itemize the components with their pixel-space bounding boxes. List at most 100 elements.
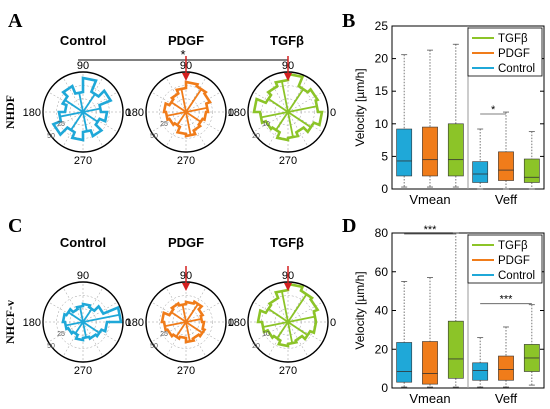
title-c-pdgf: PDGF xyxy=(168,235,204,250)
legend-label-2: Control xyxy=(498,270,535,282)
rose-spoke xyxy=(280,80,289,113)
rose-spoke xyxy=(280,290,289,323)
rose-spoke xyxy=(260,111,289,119)
polar-a-tgfb: 9027018001020 xyxy=(228,56,336,167)
angle-270-label: 270 xyxy=(279,365,297,377)
polar-grid-spoke xyxy=(185,111,221,133)
rose-spoke xyxy=(74,321,84,335)
rose-spoke xyxy=(276,321,289,340)
polar-grid-spoke xyxy=(287,77,309,113)
polar-c-tgfb: 9027018001020 xyxy=(228,266,336,377)
angle-180-label: 180 xyxy=(126,317,144,329)
box-vmean-tgfb xyxy=(447,320,464,379)
box-veff-pdgf xyxy=(498,355,514,381)
panel-letter-a: A xyxy=(8,10,23,32)
rose-spoke xyxy=(176,111,187,126)
polar-grid-spoke xyxy=(48,111,84,133)
rose-spoke xyxy=(82,313,121,323)
polar-grid-spoke xyxy=(82,111,104,147)
polar-grid-spoke xyxy=(287,111,323,133)
rose-spoke xyxy=(287,88,305,113)
rose-spoke xyxy=(185,317,202,323)
y-axis-label: Velocity [µm/h] xyxy=(353,271,367,349)
angle-270-label: 270 xyxy=(74,155,92,167)
boxplot-b: 0 5 10 15 20 25 Velocity [µm/h] Vmean Veff * TGFβ P… xyxy=(353,19,545,207)
polar-grid-spoke xyxy=(253,321,289,343)
rose-spoke xyxy=(67,311,84,323)
sig-label-veff: * xyxy=(491,104,496,116)
angle-180-label: 180 xyxy=(23,317,41,329)
title-a-tgfb: TGFβ xyxy=(270,33,304,48)
polar-grid-spoke xyxy=(48,301,84,323)
polar-grid-spoke xyxy=(185,321,207,357)
y-tick-label: 5 xyxy=(381,149,388,163)
box-vmean-pdgf xyxy=(422,126,438,177)
polar-grid-spoke xyxy=(253,111,289,133)
group-label-vmean: Vmean xyxy=(409,391,450,406)
rose-spoke xyxy=(82,107,101,113)
polar-grid-ring xyxy=(261,295,315,349)
title-a-pdgf: PDGF xyxy=(168,33,204,48)
angle-180-label: 180 xyxy=(126,107,144,119)
y-tick-label: 60 xyxy=(375,265,389,279)
angle-0-label: 0 xyxy=(125,107,131,119)
rose-spoke xyxy=(287,321,309,337)
polar-grid-spoke xyxy=(82,91,118,113)
polar-outer-circle xyxy=(42,281,124,363)
rose-spoke xyxy=(275,111,289,131)
radial-tick-label: 20 xyxy=(252,343,260,350)
rose-spoke xyxy=(59,111,84,118)
rose-spoke xyxy=(164,321,187,328)
group-label-veff: Veff xyxy=(495,192,518,207)
rose-spoke xyxy=(181,304,187,323)
polar-grid-spoke xyxy=(82,287,104,323)
boxplot-d: 0 20 40 60 80 Velocity [µm/h] Vmean Veff *** *** T… xyxy=(353,224,545,406)
radial-tick-label: 10 xyxy=(262,331,270,338)
rose-spoke xyxy=(78,306,84,323)
radial-tick-label: 50 xyxy=(47,343,55,350)
radial-tick-label: 20 xyxy=(252,133,260,140)
y-tick-label: 10 xyxy=(375,117,389,131)
angle-270-label: 270 xyxy=(74,365,92,377)
rose-c-pdgf xyxy=(160,299,207,344)
radial-tick-label: 50 xyxy=(47,133,55,140)
group-label-vmean: Vmean xyxy=(409,192,450,207)
row-label-nhdf: NHDF xyxy=(3,95,17,129)
box-vmean-control xyxy=(396,128,413,177)
rose-spoke xyxy=(185,88,203,113)
radial-tick-label: 50 xyxy=(150,343,158,350)
direction-arrow-head xyxy=(284,73,292,81)
rose-spoke xyxy=(82,321,101,334)
polar-grid-spoke xyxy=(151,111,187,133)
polar-grid-spoke xyxy=(48,91,84,113)
radial-tick-label: 10 xyxy=(262,121,270,128)
angle-180-label: 180 xyxy=(228,317,246,329)
rose-spoke xyxy=(175,321,187,338)
polar-grid-spoke xyxy=(267,77,289,113)
panel-letter-b: B xyxy=(342,10,355,32)
sig-a-label: * xyxy=(180,47,185,62)
polar-grid-spoke xyxy=(185,77,207,113)
rose-spoke xyxy=(262,321,289,328)
angle-270-label: 270 xyxy=(177,365,195,377)
rose-c-tgfb xyxy=(256,282,320,348)
radial-tick-label: 25 xyxy=(57,331,65,338)
rose-spoke xyxy=(170,101,187,113)
rose-spoke xyxy=(82,111,88,132)
angle-0-label: 0 xyxy=(125,317,131,329)
y-tick-label: 20 xyxy=(375,52,389,66)
rose-spoke xyxy=(82,321,88,338)
polar-grid-spoke xyxy=(287,321,323,343)
y-tick-label: 0 xyxy=(381,182,388,196)
rose-spoke xyxy=(287,111,312,129)
polar-grid-spoke xyxy=(287,91,323,113)
rose-spoke xyxy=(185,321,204,334)
radial-tick-label: 50 xyxy=(150,133,158,140)
polar-grid-spoke xyxy=(151,301,187,323)
direction-arrow-head xyxy=(182,283,190,291)
y-tick-label: 25 xyxy=(375,19,389,33)
polar-grid-spoke xyxy=(151,91,187,113)
